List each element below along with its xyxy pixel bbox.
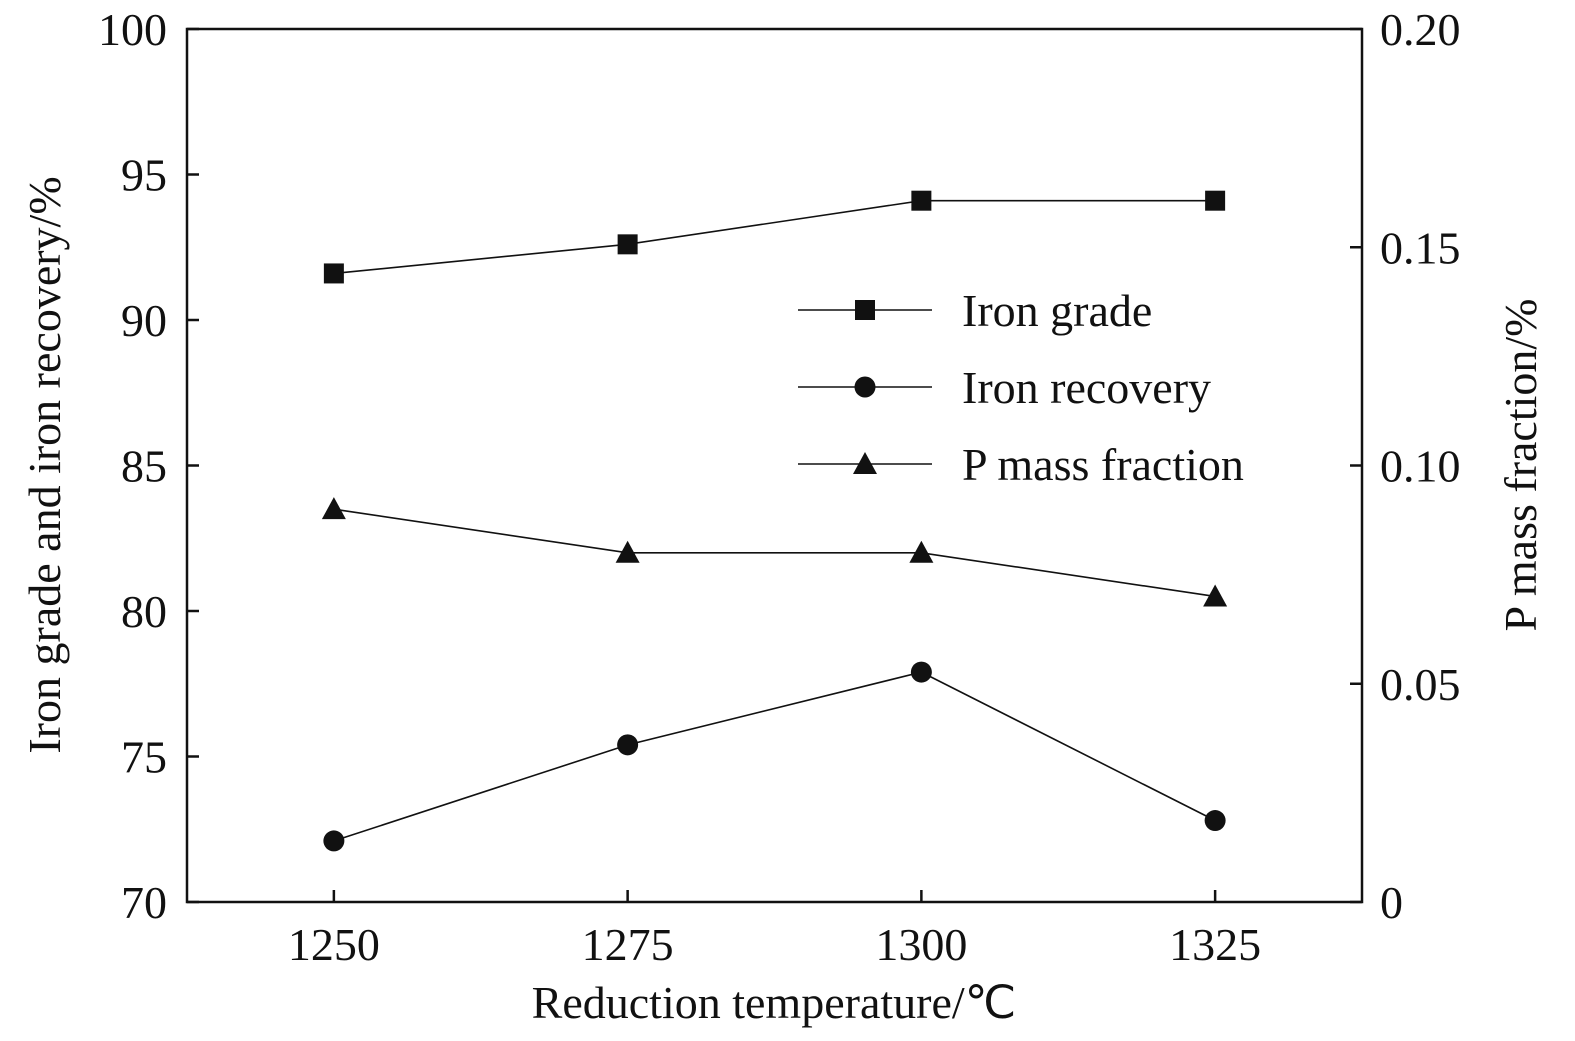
legend-marker-square — [855, 300, 875, 320]
right-tick-label: 0.05 — [1380, 659, 1461, 710]
data-point-circle — [617, 734, 639, 756]
legend: Iron grade Iron recovery P mass fraction — [798, 285, 1244, 490]
left-tick-label: 75 — [121, 732, 167, 783]
left-tick-label: 100 — [98, 4, 167, 55]
legend-marker-circle — [854, 376, 876, 398]
left-tick-label: 70 — [121, 877, 167, 928]
data-point-square — [1205, 190, 1226, 211]
data-point-circle — [323, 830, 345, 852]
left-tick-label: 80 — [121, 586, 167, 637]
legend-label: Iron grade — [962, 285, 1152, 336]
right-tick-label: 0.15 — [1380, 222, 1461, 273]
left-axis-ticks: 70 75 80 85 90 95 100 — [98, 4, 199, 928]
right-y-axis-title: P mass fraction/% — [1495, 298, 1546, 631]
data-point-triangle — [1203, 584, 1228, 607]
data-point-square — [617, 234, 638, 255]
right-tick-label: 0.20 — [1380, 4, 1461, 55]
left-tick-label: 90 — [121, 295, 167, 346]
data-point-triangle — [321, 497, 346, 520]
data-point-circle — [1204, 810, 1226, 832]
left-tick-label: 95 — [121, 150, 167, 201]
right-tick-label: 0 — [1380, 877, 1403, 928]
x-tick-label: 1300 — [875, 919, 967, 970]
legend-label: P mass fraction — [962, 439, 1244, 490]
x-tick-label: 1325 — [1169, 919, 1261, 970]
data-point-square — [911, 190, 932, 211]
right-axis-ticks: 0 0.05 0.10 0.15 0.20 — [1350, 4, 1461, 928]
x-axis-title: Reduction temperature/℃ — [532, 977, 1017, 1028]
left-tick-label: 85 — [121, 441, 167, 492]
x-tick-label: 1250 — [288, 919, 380, 970]
right-tick-label: 0.10 — [1380, 441, 1461, 492]
data-point-triangle — [615, 540, 640, 563]
data-point-circle — [910, 661, 932, 683]
x-tick-label: 1275 — [582, 919, 674, 970]
series-layer — [321, 190, 1228, 852]
legend-label: Iron recovery — [962, 362, 1211, 413]
series-line-1 — [333, 199, 1216, 275]
data-point-square — [323, 263, 344, 284]
legend-marker-triangle — [853, 452, 877, 474]
series-line-3 — [333, 508, 1216, 598]
series-line-2 — [333, 671, 1216, 842]
left-y-axis-title: Iron grade and iron recovery/% — [19, 176, 70, 753]
x-axis-ticks: 1250 1275 1300 1325 — [288, 890, 1261, 970]
data-point-triangle — [909, 540, 934, 563]
